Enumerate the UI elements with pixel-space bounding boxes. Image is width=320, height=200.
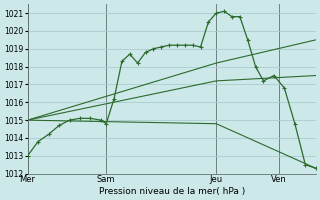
X-axis label: Pression niveau de la mer( hPa ): Pression niveau de la mer( hPa ) <box>99 187 245 196</box>
